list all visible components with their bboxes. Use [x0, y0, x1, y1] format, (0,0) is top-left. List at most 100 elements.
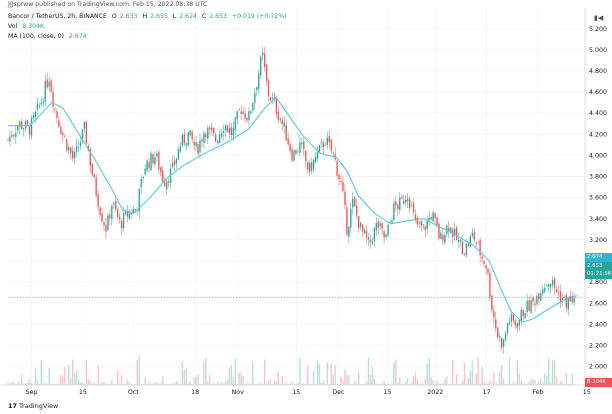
candle-body — [254, 92, 256, 104]
volume-bar — [40, 360, 42, 385]
candle-body — [340, 180, 342, 182]
candle-body — [326, 138, 328, 146]
volume-bar — [381, 383, 383, 385]
candle-body — [383, 231, 385, 238]
ma-label[interactable]: MA (100, close, 0) — [8, 33, 64, 40]
volume-bar — [418, 383, 421, 385]
volume-bar — [540, 379, 542, 385]
volume-bar — [567, 383, 569, 385]
volume-bar — [167, 384, 170, 385]
volume-bar — [11, 382, 13, 385]
volume-bar — [60, 374, 62, 385]
volume-bar — [83, 383, 86, 385]
candle-body — [24, 121, 27, 129]
symbol-title[interactable]: Bancor / TetherUS, 2h, BINANCE — [8, 13, 107, 20]
candle-body — [95, 177, 97, 196]
candle-body — [199, 140, 201, 153]
volume-bar — [346, 374, 348, 385]
volume-bar — [299, 358, 301, 385]
tradingview-logo[interactable]: 17 TradingView — [8, 402, 58, 410]
ma-row: MA (100, close, 0) 2.674 — [8, 33, 90, 40]
candle-body — [283, 122, 285, 127]
volume-bar — [532, 379, 534, 385]
volume-bar — [406, 378, 409, 385]
volume-bar — [312, 370, 315, 385]
candle-body — [391, 220, 393, 224]
candle-body — [446, 225, 448, 235]
candle-body — [510, 314, 513, 322]
volume-bar — [371, 367, 374, 385]
candle-body — [64, 136, 66, 138]
volume-bar — [322, 380, 325, 385]
volume-bar — [68, 365, 70, 385]
volume-bar — [271, 383, 274, 385]
candle-body — [369, 239, 372, 242]
volume-bar — [103, 382, 105, 385]
candle-body — [467, 244, 470, 247]
candle-body — [479, 240, 481, 256]
volume-bar — [252, 361, 254, 385]
x-axis: Sep 15 Oct 18 Nov 15 Dec 15 2022 17 Feb 15 — [26, 389, 591, 396]
candle-body — [287, 138, 289, 145]
volume-bar — [516, 360, 519, 385]
candle-body — [103, 222, 105, 226]
candle-body — [491, 295, 493, 311]
candle-body — [189, 130, 191, 135]
candle-body — [538, 293, 540, 300]
candle-body — [342, 181, 344, 192]
volume-bar — [459, 383, 462, 385]
volume-bar — [216, 382, 219, 385]
candle-body — [406, 198, 409, 202]
volume-bar — [534, 380, 536, 385]
candle-body — [344, 191, 346, 205]
candle-body — [246, 118, 248, 121]
candle-body — [244, 113, 246, 119]
ma-price-tag: 2.674 — [585, 253, 612, 262]
candle-body — [60, 127, 62, 135]
volume-bar — [487, 383, 489, 385]
volume-bar — [99, 383, 101, 385]
volume-bar — [62, 376, 64, 385]
volume-bar — [71, 359, 74, 385]
candle-body — [258, 73, 260, 90]
candle-body — [32, 115, 35, 119]
candle-body — [187, 132, 189, 146]
candle-body — [493, 310, 495, 318]
candle-body — [111, 205, 113, 220]
candle-body — [424, 226, 426, 231]
vol-label[interactable]: Vol — [8, 23, 18, 30]
candle-body — [142, 176, 144, 179]
volume-bar — [89, 380, 91, 385]
candle-body — [11, 135, 13, 137]
candle-body — [216, 140, 219, 143]
volume-bar — [152, 383, 154, 385]
vol-value: 8.304K — [22, 23, 45, 30]
volume-bar — [209, 375, 211, 385]
volume-bar — [442, 383, 444, 385]
candle-body — [465, 244, 468, 256]
volume-bar — [377, 383, 379, 385]
candle-body — [489, 273, 491, 298]
volume-bar — [565, 372, 567, 385]
candle-body — [120, 220, 123, 229]
volume-bar — [70, 378, 72, 385]
volume-bar — [9, 383, 11, 385]
volume-bar — [310, 383, 313, 385]
volume-bar — [205, 357, 207, 385]
candle-body — [118, 216, 121, 220]
candle-body — [171, 162, 174, 168]
volume-bar — [467, 378, 470, 385]
c-label: C — [201, 13, 207, 20]
candle-body — [234, 117, 236, 131]
candle-body — [379, 223, 381, 227]
candle-body — [260, 56, 262, 76]
candle-body — [434, 212, 436, 218]
volume-bar — [144, 377, 146, 385]
candle-body — [222, 130, 225, 133]
candle-body — [371, 241, 374, 244]
candle-body — [348, 226, 350, 237]
volume-bar — [452, 360, 454, 385]
volume-bar — [551, 360, 554, 385]
candle-body — [440, 232, 442, 240]
candle-body — [330, 139, 332, 151]
